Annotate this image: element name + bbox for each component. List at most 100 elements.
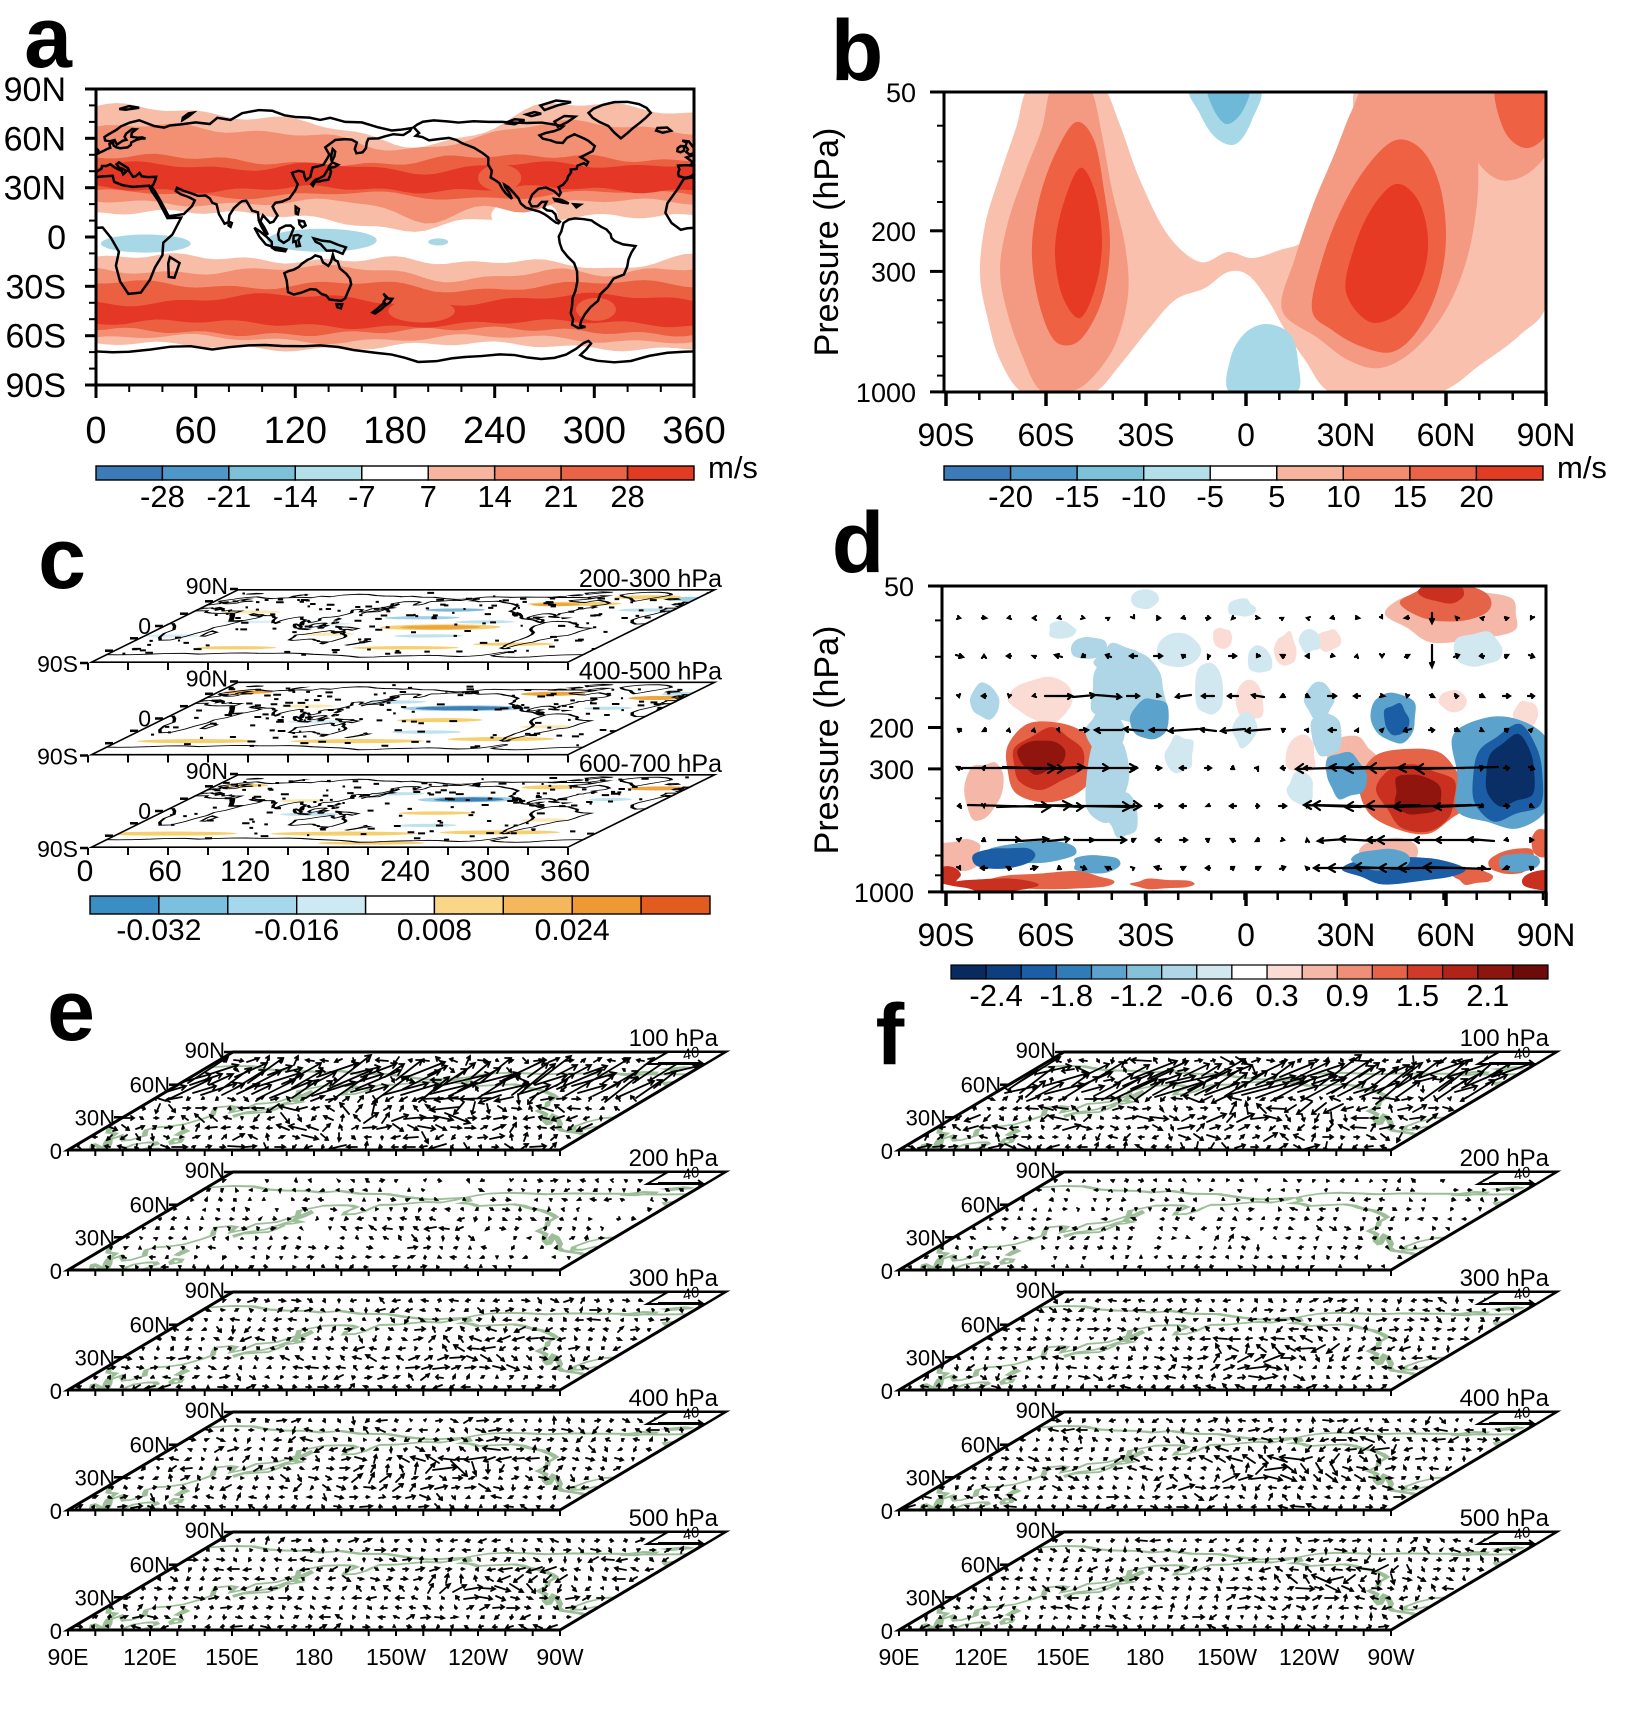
svg-text:120E: 120E: [954, 1644, 1008, 1670]
svg-text:0: 0: [881, 1379, 893, 1404]
svg-text:500 hPa: 500 hPa: [629, 1505, 719, 1532]
svg-text:40: 40: [1512, 1043, 1533, 1064]
svg-text:90S: 90S: [37, 744, 78, 770]
svg-text:m/s: m/s: [708, 450, 758, 485]
svg-text:1.5: 1.5: [1396, 978, 1439, 1013]
svg-text:60N: 60N: [130, 1433, 170, 1458]
svg-text:90N: 90N: [1517, 417, 1576, 453]
svg-text:90S: 90S: [6, 367, 67, 405]
svg-text:150W: 150W: [366, 1644, 426, 1670]
svg-text:90W: 90W: [1367, 1644, 1415, 1670]
svg-text:40: 40: [1512, 1523, 1533, 1544]
svg-text:60N: 60N: [961, 1073, 1001, 1098]
svg-text:Pressure (hPa): Pressure (hPa): [808, 128, 846, 357]
svg-text:60N: 60N: [961, 1193, 1001, 1218]
svg-text:10: 10: [1326, 479, 1360, 514]
svg-text:90N: 90N: [185, 1278, 225, 1303]
svg-text:0: 0: [50, 1379, 62, 1404]
svg-text:30N: 30N: [906, 1585, 946, 1610]
svg-text:40: 40: [681, 1283, 702, 1304]
svg-text:300: 300: [871, 257, 916, 287]
svg-text:30N: 30N: [906, 1225, 946, 1250]
svg-text:180: 180: [300, 855, 350, 888]
svg-text:0.3: 0.3: [1256, 978, 1299, 1013]
svg-text:0: 0: [881, 1619, 893, 1644]
svg-text:240: 240: [380, 855, 430, 888]
svg-text:150W: 150W: [1197, 1644, 1257, 1670]
svg-text:30N: 30N: [1317, 417, 1376, 453]
svg-text:0.9: 0.9: [1326, 978, 1369, 1013]
svg-text:90N: 90N: [1016, 1038, 1056, 1063]
svg-text:120: 120: [264, 410, 327, 452]
svg-text:0: 0: [881, 1259, 893, 1284]
svg-text:300: 300: [869, 755, 914, 785]
svg-text:0: 0: [50, 1499, 62, 1524]
svg-text:-14: -14: [273, 479, 318, 514]
svg-text:15: 15: [1393, 479, 1427, 514]
svg-text:-5: -5: [1196, 479, 1224, 514]
svg-text:40: 40: [1512, 1403, 1533, 1424]
svg-text:40: 40: [1512, 1163, 1533, 1184]
svg-text:c: c: [38, 511, 86, 607]
svg-text:-2.4: -2.4: [969, 978, 1022, 1013]
svg-text:400 hPa: 400 hPa: [629, 1385, 719, 1412]
svg-text:90N: 90N: [185, 1038, 225, 1063]
svg-text:5: 5: [1268, 479, 1285, 514]
svg-text:14: 14: [477, 479, 511, 514]
svg-text:30N: 30N: [906, 1465, 946, 1490]
svg-text:60N: 60N: [130, 1313, 170, 1338]
svg-text:90N: 90N: [1016, 1278, 1056, 1303]
svg-text:0: 0: [138, 706, 151, 732]
svg-text:60N: 60N: [4, 120, 66, 158]
svg-text:50: 50: [886, 78, 916, 108]
svg-text:90N: 90N: [185, 1158, 225, 1183]
svg-text:Pressure (hPa): Pressure (hPa): [808, 626, 846, 855]
svg-text:m/s: m/s: [1557, 450, 1607, 485]
svg-text:0: 0: [138, 613, 151, 639]
svg-text:0: 0: [47, 219, 66, 257]
svg-text:60N: 60N: [961, 1553, 1001, 1578]
svg-text:40: 40: [681, 1403, 702, 1424]
svg-text:30N: 30N: [1317, 917, 1376, 953]
svg-text:90S: 90S: [918, 417, 975, 453]
svg-text:100 hPa: 100 hPa: [1460, 1025, 1550, 1052]
svg-text:-0.016: -0.016: [254, 914, 339, 947]
svg-text:150E: 150E: [205, 1644, 259, 1670]
svg-text:60S: 60S: [1018, 417, 1075, 453]
svg-text:300: 300: [460, 855, 510, 888]
svg-text:0.008: 0.008: [397, 914, 472, 947]
svg-text:200: 200: [869, 714, 914, 744]
svg-text:90S: 90S: [37, 836, 78, 862]
svg-text:0: 0: [50, 1259, 62, 1284]
svg-text:100 hPa: 100 hPa: [629, 1025, 719, 1052]
svg-text:90N: 90N: [186, 758, 228, 784]
svg-text:30S: 30S: [1118, 417, 1175, 453]
svg-text:30N: 30N: [906, 1105, 946, 1130]
svg-text:0: 0: [50, 1139, 62, 1164]
svg-text:90N: 90N: [185, 1518, 225, 1543]
svg-text:90N: 90N: [1016, 1398, 1056, 1423]
svg-text:30N: 30N: [4, 170, 66, 208]
svg-text:28: 28: [610, 479, 644, 514]
svg-text:60N: 60N: [130, 1553, 170, 1578]
svg-text:-1.2: -1.2: [1110, 978, 1163, 1013]
svg-text:20: 20: [1459, 479, 1493, 514]
svg-text:90W: 90W: [536, 1644, 584, 1670]
svg-text:0: 0: [881, 1499, 893, 1524]
svg-text:400-500 hPa: 400-500 hPa: [579, 658, 722, 686]
svg-text:0: 0: [138, 798, 151, 824]
svg-text:b: b: [831, 3, 884, 99]
svg-text:0: 0: [881, 1139, 893, 1164]
svg-text:1000: 1000: [856, 378, 916, 408]
svg-text:120W: 120W: [448, 1644, 508, 1670]
svg-text:30S: 30S: [1118, 917, 1175, 953]
svg-text:90N: 90N: [185, 1398, 225, 1423]
svg-text:0: 0: [1237, 917, 1255, 953]
svg-text:-21: -21: [206, 479, 251, 514]
svg-text:90N: 90N: [1016, 1158, 1056, 1183]
svg-text:180: 180: [295, 1644, 333, 1670]
svg-text:7: 7: [420, 479, 437, 514]
svg-text:1000: 1000: [854, 878, 914, 908]
svg-text:0.024: 0.024: [535, 914, 610, 947]
svg-text:30S: 30S: [6, 268, 67, 306]
